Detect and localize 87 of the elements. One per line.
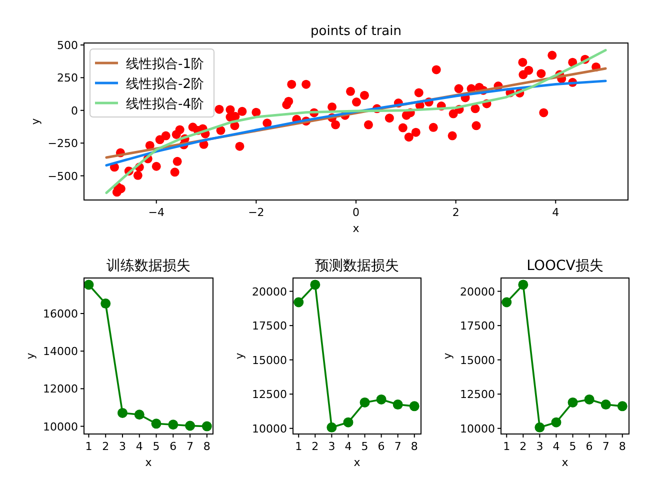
point [168, 420, 178, 430]
point [534, 422, 545, 432]
x-tick-label: 1 [295, 440, 302, 453]
x-tick-label: 7 [394, 440, 402, 453]
x-tick-label: 4 [136, 440, 143, 453]
y-axis-title: y [441, 352, 454, 360]
chart-title: points of train [310, 24, 402, 39]
y-tick-label: 20000 [252, 285, 287, 298]
y-tick-label: 15000 [460, 354, 495, 367]
y-tick-label: 12500 [460, 388, 495, 402]
y-axis-title: y [233, 352, 246, 360]
point [100, 298, 111, 309]
x-tick-label: 3 [536, 440, 544, 453]
point [551, 417, 562, 428]
y-tick-label: 12000 [43, 382, 78, 396]
x-tick-label: 4 [552, 206, 560, 219]
x-axis-title: x [562, 456, 569, 469]
point [409, 401, 420, 412]
legend-label: 线性拟合-4阶 [126, 97, 204, 112]
x-tick-label: 1 [85, 440, 92, 453]
chart-title: LOOCV损失 [526, 258, 604, 274]
point [360, 397, 370, 408]
point [294, 297, 304, 308]
y-tick-label: 16000 [43, 308, 78, 321]
x-tick-label: 3 [118, 440, 126, 453]
y-tick-label: 17500 [460, 320, 495, 333]
y-tick-label: 10000 [252, 422, 287, 436]
x-tick-label: −4 [148, 206, 164, 219]
x-axis-title: x [354, 456, 361, 469]
point [134, 410, 144, 420]
legend-label: 线性拟合-1阶 [126, 57, 204, 72]
x-tick-label: −2 [248, 206, 264, 219]
y-tick-label: 15000 [252, 354, 287, 367]
x-axis-title: x [352, 222, 360, 235]
x-tick-label: 4 [552, 440, 560, 453]
point [617, 401, 628, 412]
point [310, 280, 320, 290]
x-tick-label: 6 [378, 440, 385, 453]
point [185, 420, 196, 431]
point [202, 421, 212, 432]
y-tick-label: 0 [71, 104, 78, 118]
y-tick-label: −250 [48, 137, 78, 150]
x-tick-label: 8 [203, 440, 210, 453]
y-tick-label: 10000 [43, 420, 78, 434]
chart-title: 预测数据损失 [315, 258, 399, 274]
y-tick-label: 12500 [252, 388, 287, 402]
point [326, 422, 337, 432]
point [84, 280, 94, 290]
x-tick-label: 7 [186, 440, 194, 453]
x-axis-title: x [145, 456, 152, 469]
point [600, 400, 611, 410]
x-tick-label: 7 [602, 440, 610, 453]
y-tick-label: 20000 [460, 285, 495, 298]
point [502, 297, 512, 308]
y-axis-title: y [29, 118, 42, 125]
x-tick-label: 2 [312, 440, 319, 453]
y-tick-label: 14000 [43, 345, 78, 358]
x-tick-label: 5 [152, 440, 160, 453]
y-tick-label: 10000 [460, 422, 495, 436]
y-tick-label: −500 [48, 170, 78, 183]
point [151, 418, 162, 429]
point [117, 408, 128, 418]
x-tick-label: 4 [344, 440, 352, 453]
x-tick-label: 6 [586, 440, 593, 453]
x-tick-label: 5 [569, 440, 576, 453]
x-tick-label: 0 [352, 206, 360, 219]
y-tick-label: 500 [57, 38, 78, 52]
x-tick-label: 1 [503, 440, 510, 453]
x-tick-label: 2 [452, 206, 460, 219]
y-axis-title: y [24, 352, 37, 360]
legend-label: 线性拟合-2阶 [126, 77, 204, 92]
point [568, 397, 578, 408]
point [584, 394, 594, 404]
x-tick-label: 5 [361, 440, 368, 453]
x-tick-label: 8 [410, 440, 418, 453]
point [343, 417, 354, 428]
x-tick-label: 2 [102, 440, 110, 453]
y-tick-label: 250 [57, 72, 78, 85]
chart-title: 训练数据损失 [106, 258, 190, 274]
point [376, 394, 386, 404]
y-tick-label: 17500 [252, 320, 287, 333]
x-tick-label: 6 [170, 440, 177, 453]
x-tick-label: 2 [520, 440, 527, 453]
point [392, 400, 403, 410]
point [518, 280, 528, 290]
x-tick-label: 8 [618, 440, 626, 453]
x-tick-label: 3 [328, 440, 336, 453]
